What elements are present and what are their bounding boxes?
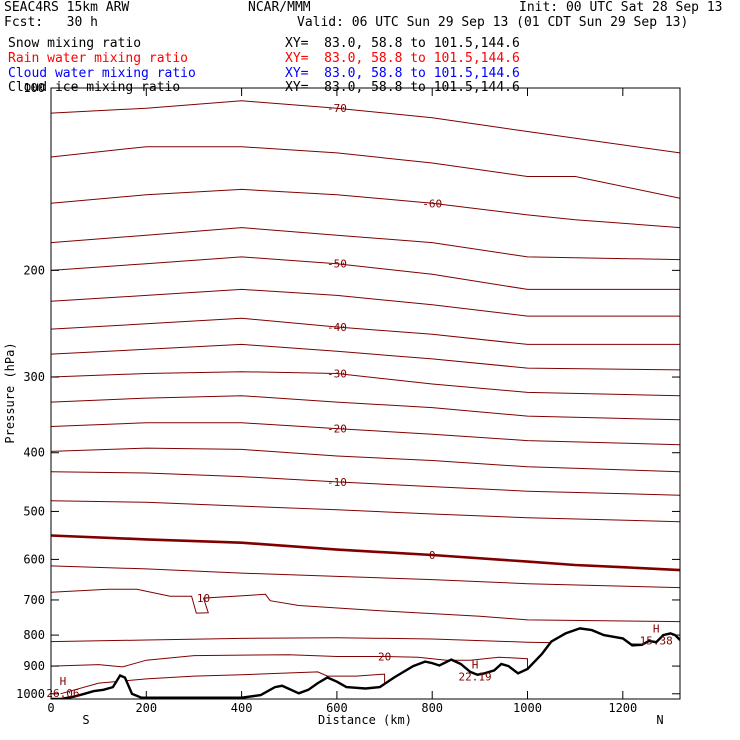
x-axis-label: Distance (km) [318,713,412,727]
y-tick-label: 600 [23,552,45,566]
y-tick-label: 800 [23,628,45,642]
temperature-contours [51,100,680,695]
terrain-layer [51,627,680,699]
contour-label--70: -70 [327,102,347,115]
contour-line--60 [51,188,680,229]
terrain-fill [51,628,680,699]
legend-snow-xy: XY= 83.0, 58.8 to 101.5,144.6 [285,36,520,51]
contour-line--30 [51,371,680,397]
contour-line-20 [51,654,528,669]
contour-line--25 [51,395,680,421]
contour-line--15 [51,447,680,473]
contour-line--35 [51,343,680,371]
terrain-line [51,627,680,699]
contour-line--10 [51,471,680,496]
init-time: Init: 00 UTC Sat 28 Sep 13 [519,0,723,15]
contour-label-20: 20 [378,651,391,664]
extremum-value: 22.19 [459,671,492,684]
extremum-value: 26.06 [46,687,79,700]
x-tick-label: 800 [421,701,443,715]
contour-label--60: -60 [422,197,442,210]
legend-rain-label: Rain water mixing ratio [8,51,189,66]
y-tick-label: 1000 [16,687,45,701]
x-tick-label: 200 [135,701,157,715]
extremum-marker: H [60,675,67,688]
contour-line--5 [51,500,680,523]
x-tick-label: 1200 [608,701,637,715]
y-tick-label: 300 [23,370,45,384]
legend-rain-xy: XY= 83.0, 58.8 to 101.5,144.6 [285,51,520,66]
org-label: NCAR/MMM [248,0,311,15]
plot-frame [50,87,681,700]
contour-label--20: -20 [327,423,347,436]
south-endpoint-label: S [82,713,89,727]
contour-label--10: -10 [327,476,347,489]
x-tick-label: 0 [47,701,54,715]
contour-line--70 [51,100,680,154]
plot-title: SEAC4RS 15km ARW [4,0,130,15]
legend-cloudwater-label: Cloud water mixing ratio [8,66,196,81]
x-tick-label: 400 [231,701,253,715]
extremum-marker: H [472,659,479,672]
contour-line--65 [51,146,680,199]
y-tick-label: 200 [23,263,45,277]
legend-snow-label: Snow mixing ratio [8,36,142,51]
contour-label-10: 10 [197,592,210,605]
contour-line--45 [51,288,680,317]
contour-line-0 [51,534,680,572]
contour-label-0: 0 [429,549,436,562]
y-tick-label: 100 [23,81,45,95]
y-axis-label: Pressure (hPa) [3,342,17,443]
contour-line-5 [51,565,680,589]
contour-line-15 [51,637,680,646]
extremum-marker: H [653,622,660,635]
forecast-hour: Fcst: 30 h [4,15,98,30]
contour-label--50: -50 [327,258,347,271]
valid-time: Valid: 06 UTC Sun 29 Sep 13 (01 CDT Sun … [297,15,689,30]
y-tick-label: 700 [23,593,45,607]
contour-labels: -70-60-50-40-30-20-1001020H26.06H22.19H1… [46,102,672,700]
contour-line--20 [51,422,680,446]
contour-line--50 [51,256,680,290]
contour-line--55 [51,227,680,261]
y-tick-label: 400 [23,446,45,460]
contour-label--30: -30 [327,368,347,381]
y-tick-label: 900 [23,659,45,673]
contour-line--40 [51,317,680,345]
legend-cloudwater-xy: XY= 83.0, 58.8 to 101.5,144.6 [285,66,520,81]
contour-line-10 [51,588,680,623]
y-tick-label: 500 [23,504,45,518]
north-endpoint-label: N [656,713,663,727]
extremum-value: 15.38 [640,634,673,647]
x-tick-label: 1000 [513,701,542,715]
contour-label--40: -40 [327,321,347,334]
x-tick-label: 600 [326,701,348,715]
